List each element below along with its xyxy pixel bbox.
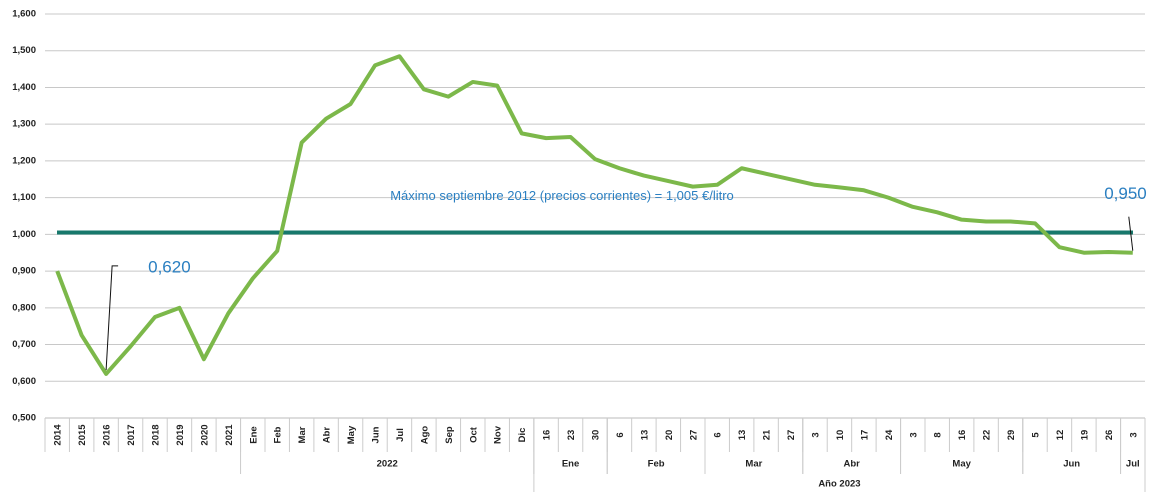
x-tick-label: 16 (542, 430, 553, 441)
x-tick-label: 2016 (102, 424, 113, 445)
annotation-label: 0,950 (1104, 184, 1147, 203)
x-group-label: Ene (562, 459, 579, 470)
x-group-label: Jun (1063, 459, 1080, 470)
x-group-label: Año 2023 (818, 479, 860, 490)
x-tick-label: 8 (933, 432, 944, 437)
x-tick-label: Ago (419, 426, 430, 445)
x-tick-label: 13 (639, 430, 650, 441)
x-tick-label: Jul (395, 428, 406, 442)
x-tick-label: Ene (248, 426, 259, 443)
y-tick-label: 1,500 (12, 45, 36, 56)
reference-label: Máximo septiembre 2012 (precios corrient… (390, 188, 734, 203)
x-tick-label: 23 (566, 430, 577, 441)
y-tick-label: 1,200 (12, 155, 36, 166)
x-group-label: Jul (1126, 459, 1140, 470)
x-tick-label: Dic (517, 428, 528, 443)
y-tick-label: 1,100 (12, 192, 36, 203)
x-tick-label: Abr (322, 427, 333, 444)
x-tick-label: 2017 (126, 424, 137, 445)
x-tick-label: 13 (737, 430, 748, 441)
x-tick-label: 2015 (77, 424, 88, 446)
y-tick-label: 0,700 (12, 339, 36, 350)
x-tick-label: Feb (273, 426, 284, 443)
x-tick-label: 21 (762, 429, 773, 440)
x-tick-label: Mar (297, 426, 308, 443)
x-tick-label: 3 (1128, 432, 1139, 437)
x-tick-label: Nov (493, 425, 504, 444)
x-tick-label: 10 (835, 430, 846, 441)
x-tick-label: 27 (688, 430, 699, 441)
x-tick-label: 6 (615, 432, 626, 437)
y-tick-label: 1,000 (12, 229, 36, 240)
x-tick-label: Oct (468, 426, 479, 443)
y-tick-label: 0,800 (12, 302, 36, 313)
x-group-label: May (952, 459, 971, 470)
y-tick-label: 0,500 (12, 413, 36, 424)
x-tick-label: 2019 (175, 424, 186, 445)
x-tick-label: 2014 (53, 424, 64, 446)
x-tick-label: 16 (957, 430, 968, 441)
x-tick-label: 2018 (151, 424, 162, 445)
annotation-label: 0,620 (148, 257, 191, 276)
y-tick-label: 1,600 (12, 9, 36, 20)
x-tick-label: Jun (371, 426, 382, 443)
x-tick-label: 22 (982, 430, 993, 441)
x-tick-label: 19 (1079, 430, 1090, 441)
annotation-leader (1128, 216, 1134, 251)
x-tick-label: 26 (1104, 430, 1115, 441)
x-tick-label: 2020 (199, 424, 210, 445)
x-tick-label: 30 (591, 430, 602, 441)
x-tick-label: 12 (1055, 430, 1066, 441)
x-tick-label: 27 (786, 430, 797, 441)
y-tick-label: 1,400 (12, 82, 36, 93)
x-tick-label: 29 (1006, 430, 1017, 441)
y-tick-label: 0,900 (12, 266, 36, 277)
x-tick-label: 17 (859, 430, 870, 441)
annotation-leader (105, 265, 119, 370)
x-tick-label: 6 (713, 432, 724, 437)
x-tick-label: 3 (811, 432, 822, 437)
x-group-label: Feb (648, 459, 665, 470)
y-tick-label: 1,300 (12, 119, 36, 130)
x-tick-label: 20 (664, 430, 675, 441)
x-tick-label: Sep (444, 426, 455, 444)
x-tick-label: 24 (884, 429, 895, 440)
x-tick-label: 5 (1031, 432, 1042, 438)
x-group-label: Mar (745, 459, 762, 470)
x-group-label: Abr (843, 459, 860, 470)
x-tick-label: May (346, 425, 357, 444)
x-tick-label: 3 (908, 432, 919, 437)
line (55, 54, 1133, 376)
y-tick-label: 0,600 (12, 376, 36, 387)
x-group-label: 2022 (377, 459, 398, 470)
x-tick-label: 2021 (224, 424, 235, 446)
